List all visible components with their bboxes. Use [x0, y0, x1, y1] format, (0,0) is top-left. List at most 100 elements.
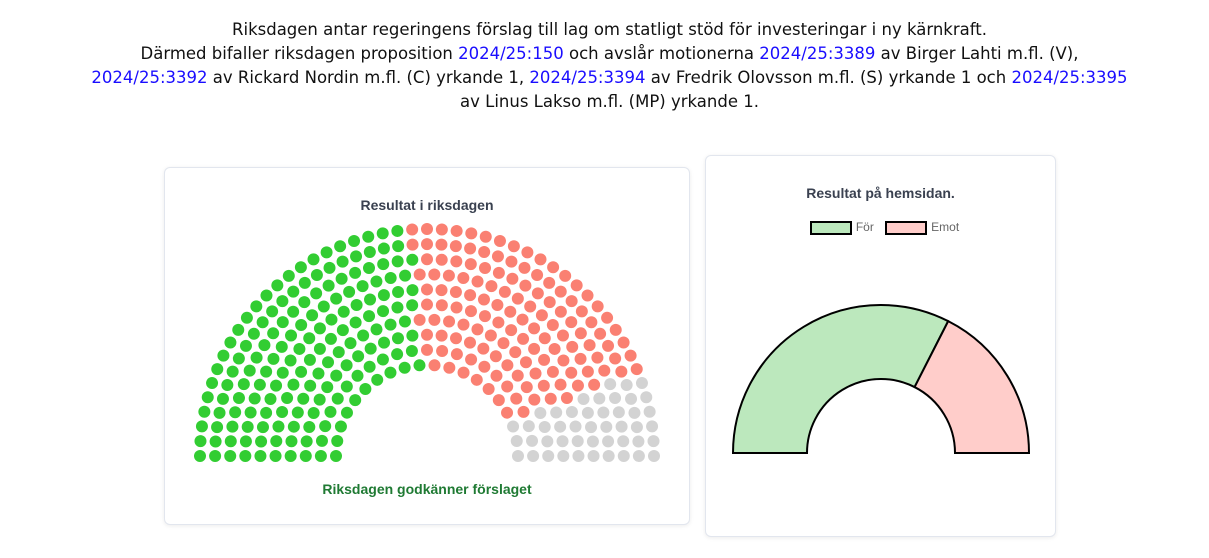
seat-ja [232, 391, 245, 404]
seat-ja [270, 435, 283, 448]
seat-ja [282, 269, 295, 282]
motion-link[interactable]: 2024/25:3389 [759, 44, 876, 63]
seat-ja [272, 420, 285, 433]
seat-ja [260, 365, 273, 378]
seat-nej [543, 296, 556, 309]
seat-ja [275, 340, 288, 353]
seat-frånvarande [557, 450, 570, 462]
seat-ja [281, 392, 294, 405]
seat-nej [464, 289, 477, 302]
seat-ja [313, 322, 326, 335]
seat-ja [398, 315, 411, 328]
seat-ja [362, 230, 375, 243]
seat-frånvarande [632, 450, 645, 462]
seat-ja [209, 450, 222, 462]
seat-nej [517, 405, 530, 418]
seat-nej [493, 235, 506, 248]
seat-ja [198, 405, 211, 418]
seat-nej [477, 342, 490, 355]
seat-nej [519, 356, 532, 369]
seat-ja [359, 383, 372, 396]
seat-nej [435, 284, 448, 297]
seat-ja [250, 300, 263, 313]
seat-ja [221, 379, 234, 392]
seat-nej [516, 313, 529, 326]
seat-ja [349, 266, 362, 279]
seat-nej [554, 285, 567, 298]
seat-nej [501, 406, 514, 419]
seat-ja [340, 406, 353, 419]
seat-ja [285, 329, 298, 342]
seat-ja [357, 329, 370, 342]
seat-ja [322, 279, 335, 292]
seat-nej [457, 366, 470, 379]
seat-frånvarande [597, 406, 610, 419]
seat-ja [216, 392, 229, 405]
seat-nej [504, 305, 517, 318]
seat-ja [276, 366, 289, 379]
seat-nej [598, 364, 611, 377]
seat-ja [413, 359, 426, 372]
seat-ja [201, 391, 214, 404]
seat-nej [435, 329, 448, 342]
seat-ja [211, 421, 224, 434]
seat-nej [491, 299, 504, 312]
seat-nej [609, 352, 622, 365]
proposition-link[interactable]: 2024/25:150 [458, 44, 564, 63]
legend-swatch-emot[interactable] [885, 220, 928, 235]
seat-nej [565, 366, 578, 379]
seat-ja [232, 352, 245, 365]
seat-nej [554, 305, 567, 318]
seat-nej [443, 361, 456, 374]
seat-nej [511, 292, 524, 305]
seat-ja [285, 435, 298, 448]
seat-ja [384, 272, 397, 285]
legend-swatch-for[interactable] [809, 220, 852, 235]
seat-ja [284, 354, 297, 367]
seat-frånvarande [541, 435, 554, 448]
seat-ja [351, 369, 364, 382]
seat-ja [241, 420, 254, 433]
seat-ja [348, 235, 361, 248]
slice-emot[interactable] [913, 319, 1031, 454]
seat-frånvarande [556, 435, 569, 448]
seat-nej [421, 238, 433, 251]
seat-frånvarande [572, 450, 585, 462]
seat-frånvarande [571, 435, 584, 448]
seat-frånvarande [542, 450, 555, 462]
seat-nej [538, 332, 551, 345]
seat-ja [391, 255, 404, 268]
motion-link[interactable]: 2024/25:3394 [529, 68, 646, 87]
motion-link[interactable]: 2024/25:3392 [91, 68, 208, 87]
seat-ja [406, 253, 419, 266]
seat-frånvarande [628, 406, 641, 419]
seat-nej [492, 266, 505, 279]
seat-ja [271, 279, 284, 292]
seat-ja [337, 305, 350, 318]
seat-nej [449, 285, 462, 298]
seat-ja [376, 353, 389, 366]
slice-for[interactable] [731, 304, 950, 454]
seat-nej [591, 300, 604, 313]
seat-ja [255, 435, 268, 448]
seat-nej [428, 313, 441, 326]
seat-ja [256, 421, 269, 434]
seat-ja [363, 310, 376, 323]
seat-frånvarande [593, 392, 606, 405]
seat-nej [449, 240, 462, 253]
seat-ja [378, 336, 391, 349]
seat-ja [298, 276, 311, 289]
seat-nej [583, 339, 596, 352]
seat-nej [485, 280, 498, 293]
seat-ja [310, 287, 323, 300]
seat-nej [565, 316, 578, 329]
seat-nej [413, 313, 426, 326]
seat-ja [250, 351, 263, 364]
seat-ja [260, 406, 273, 419]
seat-ja [315, 434, 328, 447]
seat-frånvarande [643, 405, 656, 418]
seat-nej [521, 246, 534, 259]
seat-ja [331, 435, 344, 448]
motion-link[interactable]: 2024/25:3395 [1011, 68, 1128, 87]
seat-nej [498, 285, 511, 298]
